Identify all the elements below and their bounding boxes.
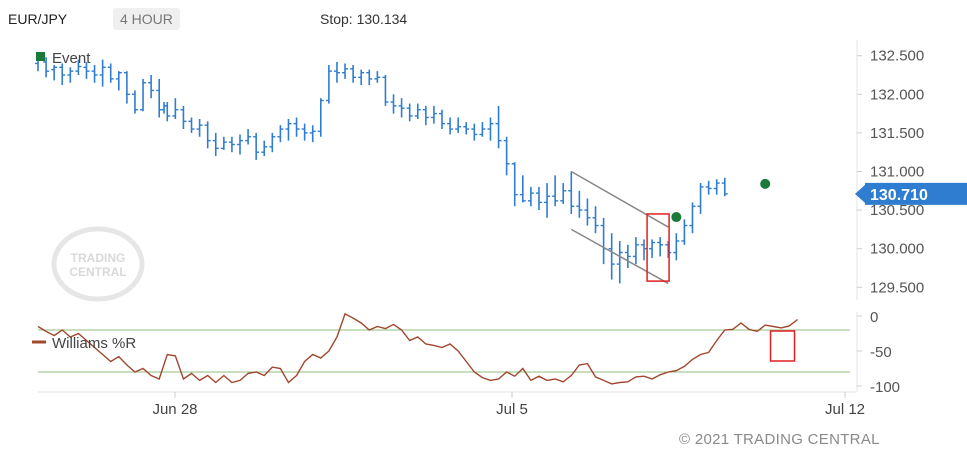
pattern-line: [570, 170, 669, 228]
indicator-highlight-box: [769, 330, 796, 362]
indicator-tick-label: -50: [870, 344, 892, 361]
chart-header: EUR/JPY 4 HOUR Stop: 130.134: [0, 8, 967, 34]
last-price-label: 130.710: [870, 187, 928, 204]
x-tick-label: Jul 5: [496, 401, 528, 418]
price-tick-label: 131.000: [870, 164, 924, 181]
last-price-badge: [865, 182, 967, 205]
x-tick-label: Jul 12: [825, 401, 865, 418]
copyright-text: © 2021 TRADING CENTRAL: [679, 431, 880, 448]
price-tick-label: 129.500: [870, 279, 924, 296]
price-tick-label: 131.500: [870, 125, 924, 142]
event-marker[interactable]: [760, 178, 771, 189]
watermark-text: TRADING: [71, 251, 126, 265]
event-legend-label: Event: [52, 50, 91, 67]
williams-series-line: [37, 312, 798, 385]
last-price-arrow: [855, 184, 865, 203]
highlight-box: [646, 213, 670, 282]
indicator-tick-label: -100: [870, 379, 900, 396]
stop-label: Stop: 130.134: [320, 11, 408, 27]
event-marker[interactable]: [671, 212, 682, 223]
indicator-tick-label: 0: [870, 309, 878, 326]
watermark-logo: [51, 226, 145, 302]
price-tick-label: 130.000: [870, 241, 924, 258]
pattern-line: [570, 228, 669, 285]
price-tick-label: 130.500: [870, 202, 924, 219]
event-legend-swatch: [36, 52, 45, 61]
price-tick-label: 132.500: [870, 48, 924, 65]
timeframe-badge[interactable]: 4 HOUR: [113, 8, 180, 30]
williams-legend-label: Williams %R: [52, 335, 136, 352]
watermark-text: CENTRAL: [69, 265, 126, 279]
x-tick-label: Jun 28: [152, 401, 197, 418]
symbol-label[interactable]: EUR/JPY: [8, 11, 68, 27]
price-tick-label: 132.000: [870, 86, 924, 103]
